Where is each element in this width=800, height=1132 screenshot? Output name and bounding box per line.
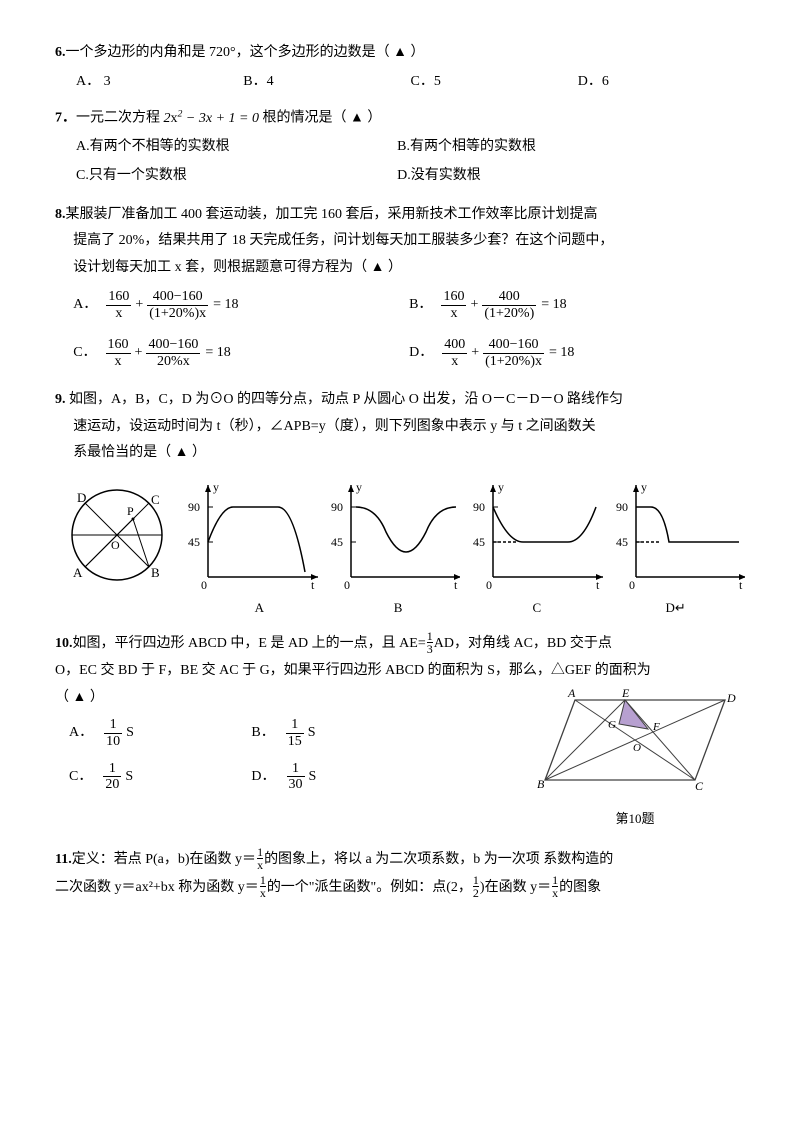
q10-line1a: 如图，平行四边形 ABCD 中，E 是 AD 上的一点，且 AE=: [73, 636, 426, 651]
q6-choice-a: A． 3: [76, 69, 243, 96]
question-10: 10.如图，平行四边形 ABCD 中，E 是 AD 上的一点，且 AE=13AD…: [55, 630, 745, 831]
q7-prefix: 一元二次方程: [76, 111, 164, 126]
svg-text:45: 45: [473, 535, 485, 549]
q7-choice-a: A.有两个不相等的实数根: [76, 134, 397, 161]
q9-graph-b: 90 45 0 t y: [326, 477, 460, 592]
q11-p2: 的图象上，将以 a 为二次项系数，b 为一次项 系数构造的: [264, 852, 613, 867]
q8-choice-c: C． 160x + 400−16020%x = 18: [73, 337, 409, 369]
svg-text:D: D: [726, 691, 736, 705]
q6-choices: A． 3 B．4 C．5 D．6: [76, 69, 745, 96]
svg-text:y: y: [498, 480, 504, 494]
svg-text:A: A: [73, 565, 83, 580]
q7-choices: A.有两个不相等的实数根 B.有两个相等的实数根 C.只有一个实数根 D.没有实…: [76, 134, 745, 191]
q10-choice-c: C．120S: [69, 761, 251, 793]
svg-text:45: 45: [616, 535, 628, 549]
question-7: 7．一元二次方程 2x2 − 3x + 1 = 0 根的情况是（ ▲ ） A.有…: [55, 105, 745, 191]
svg-text:90: 90: [616, 500, 628, 514]
q10-choices: A．110S B．115S C．120S D．130S: [69, 711, 525, 799]
q8-choice-a: A． 160x + 400−160(1+20%)x = 18: [73, 289, 409, 321]
q9-graph-c: 90 45 0 t y: [468, 477, 602, 592]
svg-text:45: 45: [188, 535, 200, 549]
q11-p1: 定义：若点 P(a，b)在函数 y＝: [72, 852, 256, 867]
svg-text:0: 0: [344, 578, 350, 592]
q9-circle-diagram: D C A B O P: [55, 477, 175, 592]
svg-text:90: 90: [473, 500, 485, 514]
q7-suffix: 根的情况是（ ▲ ）: [262, 111, 381, 126]
q8-choice-d: D． 400x + 400−160(1+20%)x = 18: [409, 337, 745, 369]
q9-line2: 速运动，设运动时间为 t（秒），∠APB=y（度），则下列图象中表示 y 与 t…: [73, 414, 745, 441]
q9-num: 9.: [55, 392, 66, 407]
svg-text:C: C: [695, 779, 704, 793]
svg-text:t: t: [596, 578, 600, 592]
q8-choice-b: B． 160x + 400(1+20%) = 18: [409, 289, 745, 321]
q11-l2d: 的图象: [559, 880, 601, 895]
q6-text: 一个多边形的内角和是 720°，这个多边形的边数是（ ▲ ）: [66, 45, 425, 60]
q11-l2c: )在函数 y＝: [480, 880, 551, 895]
q9-label-c: C: [468, 596, 607, 621]
question-11: 11.定义：若点 P(a，b)在函数 y＝1x的图象上，将以 a 为二次项系数，…: [55, 846, 745, 901]
q8-choices: A． 160x + 400−160(1+20%)x = 18 B． 160x +…: [73, 281, 745, 377]
svg-text:90: 90: [331, 500, 343, 514]
q6-choice-b: B．4: [243, 69, 410, 96]
q9-label-b: B: [329, 596, 468, 621]
q9-graphs: D C A B O P 90 45 0 t y: [55, 477, 745, 592]
question-8: 8.某服装厂准备加工 400 套运动装，加工完 160 套后，采用新技术工作效率…: [55, 202, 745, 377]
svg-text:D: D: [77, 490, 86, 505]
q9-label-d: D↵: [606, 596, 745, 621]
svg-text:C: C: [151, 492, 160, 507]
q10-num: 10.: [55, 636, 73, 651]
svg-text:90: 90: [188, 500, 200, 514]
q8-line1: 某服装厂准备加工 400 套运动装，加工完 160 套后，采用新技术工作效率比原…: [66, 207, 598, 222]
q7-choice-d: D.没有实数根: [397, 163, 718, 190]
q10-figure: A E D B C G F O 第10题: [525, 685, 745, 832]
svg-text:y: y: [356, 480, 362, 494]
q9-label-a: A: [190, 596, 329, 621]
q9-choice-labels: A B C D↵: [190, 596, 745, 621]
q11-l2a: 二次函数 y＝ax²+bx 称为函数 y＝: [55, 880, 259, 895]
q8-num: 8.: [55, 207, 66, 222]
svg-text:t: t: [311, 578, 315, 592]
svg-text:0: 0: [486, 578, 492, 592]
svg-text:y: y: [213, 480, 219, 494]
svg-text:P: P: [127, 504, 134, 518]
q11-l2b: 的一个"派生函数"。例如：点(2，: [267, 880, 472, 895]
svg-text:45: 45: [331, 535, 343, 549]
svg-text:O: O: [633, 742, 641, 754]
q10-choice-a: A．110S: [69, 717, 251, 749]
q7-choice-b: B.有两个相等的实数根: [397, 134, 718, 161]
q10-line2: O，EC 交 BD 于 F，BE 交 AC 于 G，如果平行四边形 ABCD 的…: [55, 658, 745, 685]
q7-choice-c: C.只有一个实数根: [76, 163, 397, 190]
svg-text:t: t: [454, 578, 458, 592]
q6-choice-d: D．6: [578, 69, 745, 96]
q9-line3: 系最恰当的是（ ▲ ）: [73, 440, 745, 467]
q10-choice-b: B．115S: [251, 717, 433, 749]
svg-text:A: A: [567, 686, 576, 700]
svg-text:B: B: [151, 565, 160, 580]
q6-choice-c: C．5: [411, 69, 578, 96]
svg-text:B: B: [537, 777, 545, 791]
q10-blank: （ ▲ ）: [55, 685, 525, 712]
svg-text:0: 0: [201, 578, 207, 592]
q6-num: 6.: [55, 45, 66, 60]
q8-line2: 提高了 20%，结果共用了 18 天完成任务，问计划每天加工服装多少套？在这个问…: [73, 228, 745, 255]
q7-equation: 2x2 − 3x + 1 = 0: [164, 111, 263, 126]
q8-line3: 设计划每天加工 x 套，则根据题意可得方程为（ ▲ ）: [73, 255, 745, 282]
q10-line1b: AD，对角线 AC，BD 交于点: [434, 636, 612, 651]
svg-text:0: 0: [629, 578, 635, 592]
q7-num: 7．: [55, 111, 76, 126]
q9-graph-a: 90 45 0 t y: [183, 477, 317, 592]
q10-choice-d: D．130S: [251, 761, 433, 793]
q11-num: 11.: [55, 852, 72, 867]
svg-text:F: F: [652, 721, 660, 733]
q9-graph-d: 90 45 0 t y: [611, 477, 745, 592]
question-9: 9. 如图，A，B，C，D 为⊙O 的四等分点，动点 P 从圆心 O 出发，沿 …: [55, 387, 745, 620]
svg-text:t: t: [739, 578, 743, 592]
svg-text:E: E: [621, 686, 630, 700]
svg-text:y: y: [641, 480, 647, 494]
question-6: 6.一个多边形的内角和是 720°，这个多边形的边数是（ ▲ ） A． 3 B．…: [55, 40, 745, 95]
q10-caption: 第10题: [525, 807, 745, 832]
svg-text:O: O: [111, 538, 120, 552]
q9-line1: 如图，A，B，C，D 为⊙O 的四等分点，动点 P 从圆心 O 出发，沿 O－C…: [66, 392, 624, 407]
svg-text:G: G: [608, 719, 616, 731]
